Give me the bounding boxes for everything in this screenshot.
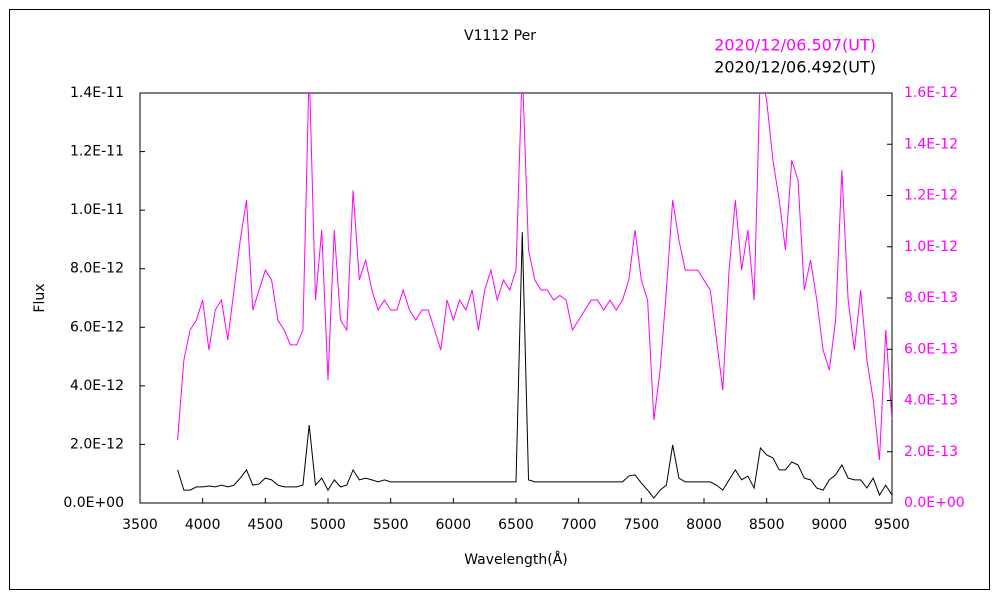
- x-tick-label: 5000: [310, 517, 346, 533]
- x-tick-label: 4000: [185, 517, 221, 533]
- y2-tick-label: 8.0E-13: [904, 290, 958, 306]
- y2-tick-label: 1.6E-12: [904, 85, 958, 101]
- y2-tick-label: 6.0E-13: [904, 341, 958, 357]
- x-tick-label: 8500: [749, 517, 785, 533]
- series-line: [177, 232, 892, 499]
- y2-tick-label: 1.4E-12: [904, 136, 958, 152]
- x-tick-label: 3500: [122, 517, 158, 533]
- y-tick-label: 6.0E-12: [70, 319, 124, 335]
- chart-title: V1112 Per: [464, 28, 536, 44]
- x-tick-label: 7500: [624, 517, 660, 533]
- x-tick-label: 7000: [561, 517, 597, 533]
- y2-tick-label: 4.0E-13: [904, 393, 958, 409]
- legend-entry: 2020/12/06.507(UT): [714, 36, 876, 55]
- chart-frame: [9, 9, 990, 590]
- x-tick-label: 4500: [248, 517, 284, 533]
- x-tick-label: 6500: [498, 517, 534, 533]
- y-tick-label: 4.0E-12: [70, 378, 124, 394]
- y2-tick-label: 1.0E-12: [904, 239, 958, 255]
- y-tick-label: 0.0E+00: [63, 495, 124, 511]
- y-tick-label: 1.2E-11: [70, 144, 124, 160]
- y-tick-label: 8.0E-12: [70, 261, 124, 277]
- x-tick-label: 6000: [436, 517, 472, 533]
- y-tick-label: 1.4E-11: [70, 85, 124, 101]
- y2-tick-label: 1.2E-12: [904, 188, 958, 204]
- x-tick-label: 9500: [874, 517, 910, 533]
- x-axis-label: Wavelength(Å): [464, 551, 568, 568]
- y-axis-label: Flux: [32, 283, 48, 312]
- x-tick-label: 5500: [373, 517, 409, 533]
- series-line: [177, 93, 892, 461]
- y2-tick-label: 0.0E+00: [904, 495, 965, 511]
- x-tick-label: 8000: [686, 517, 722, 533]
- y-tick-label: 2.0E-12: [70, 436, 124, 452]
- y-tick-label: 1.0E-11: [70, 202, 124, 218]
- plot-lines: [177, 93, 892, 499]
- y2-tick-label: 2.0E-13: [904, 444, 958, 460]
- legend-entry: 2020/12/06.492(UT): [714, 58, 876, 77]
- x-tick-label: 9000: [812, 517, 848, 533]
